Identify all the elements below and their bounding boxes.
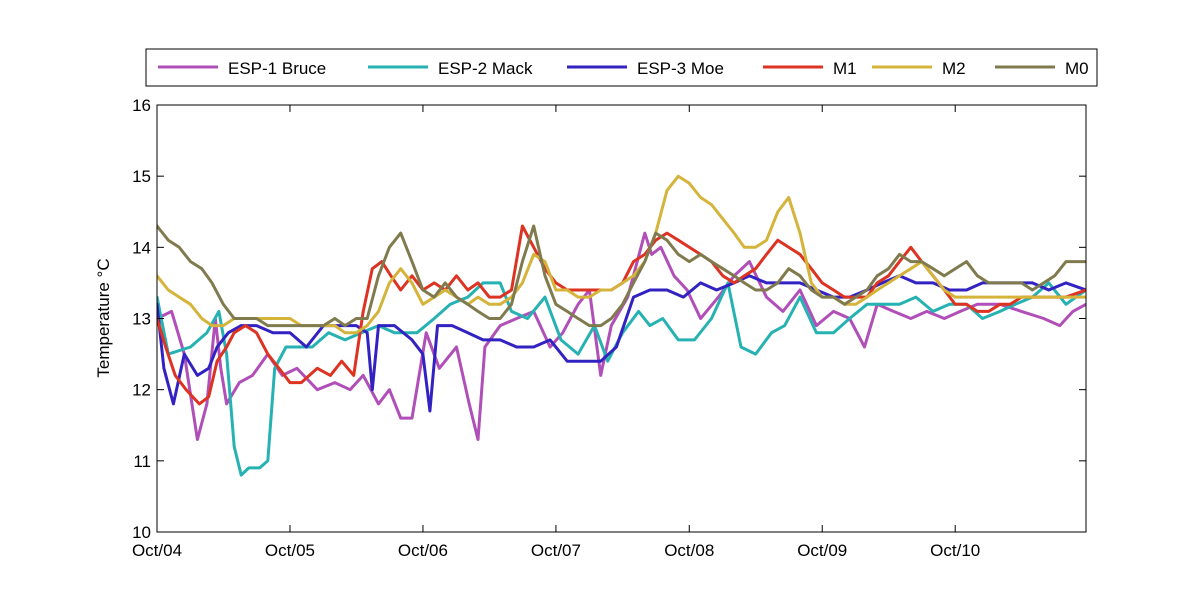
x-tick-label: Oct/09 [797,541,847,560]
y-tick-label: 12 [132,381,151,400]
x-tick-label: Oct/08 [664,541,714,560]
legend-label-esp-2-mack: ESP-2 Mack [438,59,533,78]
legend: ESP-1 Bruce ESP-2 Mack ESP-3 Moe M1 M2 M0 [145,48,1098,87]
y-tick-label: 16 [132,96,151,115]
y-tick-label: 15 [132,167,151,186]
x-tick-label: Oct/06 [398,541,448,560]
x-tick-label: Oct/10 [930,541,980,560]
x-tick-label: Oct/05 [265,541,315,560]
x-tick-label: Oct/04 [132,541,182,560]
series-line-m0 [157,224,1086,328]
legend-label-m1: M1 [833,59,857,78]
series-line-esp-3-moe [157,274,1086,413]
x-tick-label: Oct/07 [531,541,581,560]
legend-label-esp-3-moe: ESP-3 Moe [637,59,724,78]
y-tick-label: 13 [132,310,151,329]
series-layer [157,174,1086,477]
y-axis: 10 11 12 13 14 15 16 [132,96,1086,542]
y-tick-label: 11 [133,452,151,471]
x-axis: Oct/04 Oct/05 Oct/06 Oct/07 Oct/08 Oct/09 Oct/… [132,105,980,560]
y-axis-label: Temperature °C [94,258,113,377]
legend-label-esp-1-bruce: ESP-1 Bruce [228,59,326,78]
y-tick-label: 10 [132,523,151,542]
legend-label-m0: M0 [1065,59,1089,78]
y-tick-label: 14 [132,238,151,257]
legend-label-m2: M2 [942,59,966,78]
